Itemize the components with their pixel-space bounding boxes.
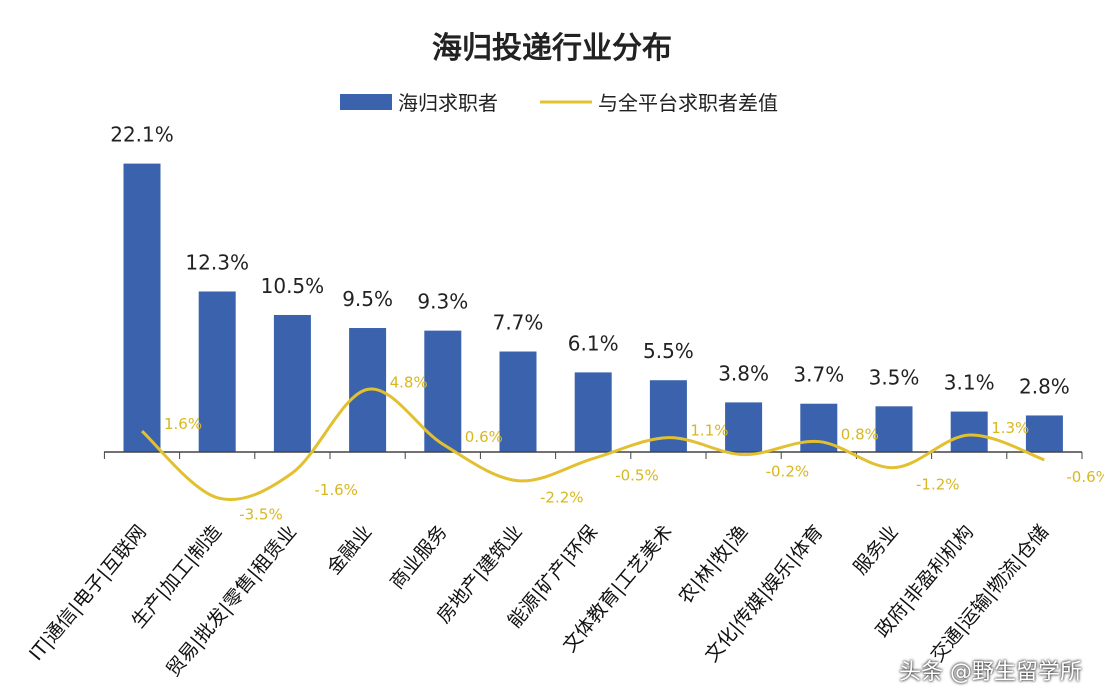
bar-data-label: 3.1%	[944, 371, 995, 395]
series-line	[140, 387, 1045, 502]
x-tick-label: 服务业	[849, 521, 903, 579]
line-data-label: 4.8%	[390, 373, 428, 391]
bar-data-label: 2.8%	[1019, 374, 1070, 398]
bar	[950, 411, 988, 452]
line-data-label: 0.8%	[841, 426, 879, 444]
line-data-label: -3.5%	[239, 506, 283, 524]
bar	[875, 406, 913, 452]
bar	[123, 163, 161, 452]
line-data-label: -1.6%	[314, 481, 358, 499]
line-data-label: 1.6%	[164, 415, 202, 433]
bar-data-label: 6.1%	[568, 331, 619, 355]
bar-data-label: 3.7%	[793, 363, 844, 387]
bar-data-label: 3.5%	[869, 365, 920, 389]
line-data-label: -0.6%	[1066, 468, 1104, 486]
line-data-label: 0.6%	[465, 428, 503, 446]
legend-bar-label: 海归求职者	[398, 91, 498, 115]
bar-data-label: 7.7%	[493, 311, 544, 335]
legend-bar-swatch	[340, 94, 392, 110]
line-data-label: -1.2%	[916, 476, 960, 494]
bar	[198, 291, 236, 452]
bar-data-label: 3.8%	[718, 361, 769, 385]
bar-data-label: 22.1%	[110, 123, 174, 147]
x-tick-label: 贸易|批发|零售|租赁业	[162, 521, 301, 681]
bar-data-label: 5.5%	[643, 339, 694, 363]
bar-data-label: 10.5%	[261, 274, 325, 298]
line-data-label: -0.5%	[615, 467, 659, 485]
x-tick-label: IT|通信|电子|互联网	[25, 521, 151, 665]
x-tick-label: 商业服务	[386, 521, 452, 593]
legend-line-label: 与全平台求职者差值	[598, 91, 778, 115]
bar	[499, 351, 537, 452]
line-data-label: 1.3%	[991, 419, 1029, 437]
bar-data-label: 9.5%	[342, 287, 393, 311]
line-data-label: -0.2%	[766, 463, 810, 481]
x-tick-label: 金融业	[323, 521, 377, 579]
watermark: 头条 @野生留学所	[899, 660, 1082, 685]
bar	[273, 314, 311, 452]
bar-data-label: 12.3%	[185, 250, 249, 274]
bar	[725, 402, 763, 452]
bar	[649, 380, 687, 452]
bar	[1025, 415, 1063, 452]
chart-title: 海归投递行业分布	[432, 31, 672, 66]
bar	[574, 372, 612, 452]
line-data-label: 1.1%	[690, 422, 728, 440]
line-data-label: -2.2%	[540, 489, 584, 507]
bar	[424, 330, 462, 452]
x-tick-label: 农|林|牧|渔	[674, 521, 752, 608]
bar-data-label: 9.3%	[417, 290, 468, 314]
